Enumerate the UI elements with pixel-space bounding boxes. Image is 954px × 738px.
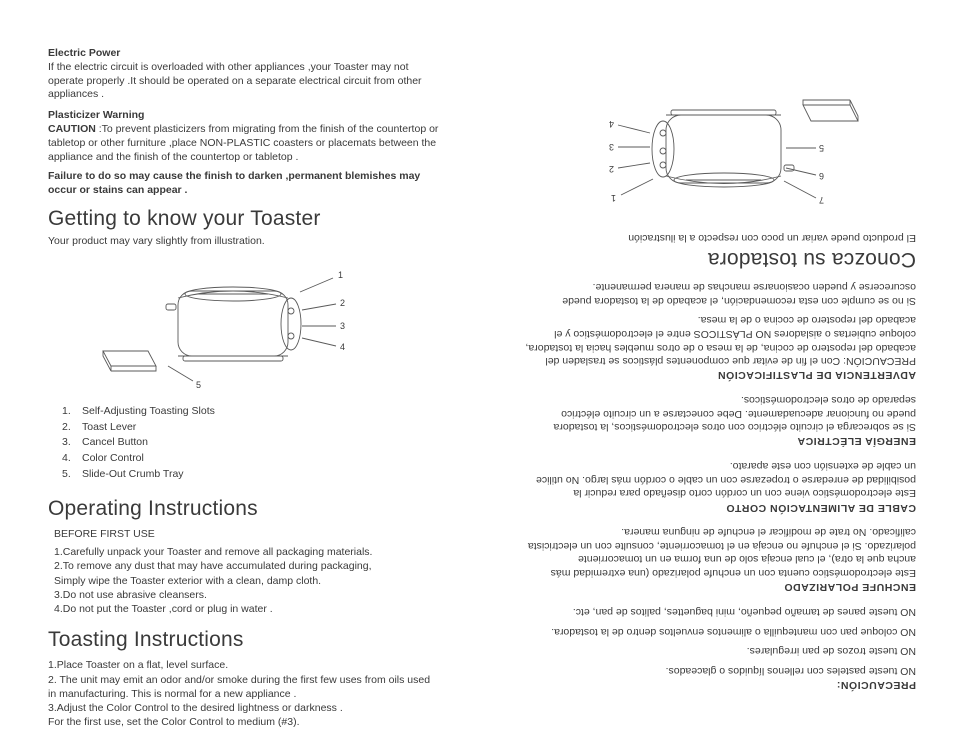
step: 3.Adjust the Color Control to the desire… bbox=[48, 701, 439, 715]
plasticizer-failure: Failure to do so may cause the finish to… bbox=[48, 170, 439, 197]
step: 1.Carefully unpack your Toaster and remo… bbox=[54, 545, 439, 559]
precaucion-line: NO coloque pan con mantequilla o aliment… bbox=[525, 624, 916, 638]
toaster-svg-right: 1 2 3 4 5 6 7 bbox=[596, 73, 916, 223]
diagram-label-4: 4 bbox=[340, 342, 345, 352]
cable-body: Este electrodoméstico viene con un cordó… bbox=[525, 458, 916, 499]
step: 2. The unit may emit an odor and/or smok… bbox=[48, 673, 439, 701]
diagram-label-2: 2 bbox=[609, 164, 614, 174]
energia-heading: ENERGÍA ELÉCTRICA bbox=[525, 434, 916, 448]
list-item: 4.Color Control bbox=[62, 451, 439, 467]
toasting-title: Toasting Instructions bbox=[48, 626, 439, 654]
getting-to-know-title: Getting to know your Toaster bbox=[48, 205, 439, 233]
step: 4.Do not put the Toaster ,cord or plug i… bbox=[54, 602, 439, 616]
enchufe-heading: ENCHUFE POLARIZADO bbox=[525, 580, 916, 594]
electric-power-body: If the electric circuit is overloaded wi… bbox=[48, 61, 439, 102]
diagram-label-1: 1 bbox=[338, 270, 343, 280]
toaster-svg-left: 1 2 3 4 5 bbox=[48, 256, 368, 396]
before-first-use: BEFORE FIRST USE bbox=[54, 527, 439, 541]
conozca-title: Conozca su tostadora bbox=[525, 245, 916, 273]
list-item: 5.Slide-Out Crumb Tray bbox=[62, 467, 439, 483]
advertencia-heading: ADVERTENCIA DE PLASTIFICACIÓN bbox=[525, 368, 916, 382]
parts-list: 1.Self-Adjusting Toasting Slots 2.Toast … bbox=[62, 404, 439, 483]
diagram-label-3: 3 bbox=[609, 142, 614, 152]
operating-steps: 1.Carefully unpack your Toaster and remo… bbox=[54, 545, 439, 616]
list-item: 1.Self-Adjusting Toasting Slots bbox=[62, 404, 439, 420]
diagram-label-4: 4 bbox=[609, 119, 614, 129]
step: 3.Do not use abrasive cleansers. bbox=[54, 588, 439, 602]
plasticizer-body: CAUTION :To prevent plasticizers from mi… bbox=[48, 123, 439, 164]
step: Simply wipe the Toaster exterior with a … bbox=[54, 574, 439, 588]
advertencia-fail: Si no se cumple con esta recomendación, … bbox=[525, 279, 916, 306]
operating-title: Operating Instructions bbox=[48, 495, 439, 523]
diagram-label-1: 1 bbox=[611, 193, 616, 203]
energia-body: Si se sobrecarga el circuito eléctrico c… bbox=[525, 392, 916, 433]
conozca-sub: El producto puede variar un poco con res… bbox=[525, 231, 916, 245]
precaucion-line: NO tueste trozos de pan irregulares. bbox=[525, 644, 916, 658]
plasticizer-text: :To prevent plasticizers from migrating … bbox=[48, 123, 438, 162]
diagram-label-2: 2 bbox=[340, 298, 345, 308]
diagram-label-6: 6 bbox=[819, 171, 824, 181]
enchufe-body: Este electrodoméstico cuenta con un ench… bbox=[525, 525, 916, 580]
advertencia-body: PRECAUCIÓN: Con el fin de evitar que com… bbox=[525, 313, 916, 368]
toaster-diagram-left: 1 2 3 4 5 bbox=[48, 256, 368, 396]
step: For the first use, set the Color Control… bbox=[48, 715, 439, 729]
diagram-label-3: 3 bbox=[340, 321, 345, 331]
electric-power-heading: Electric Power bbox=[48, 46, 439, 60]
precaucion-line: NO tueste panes de tamaño pequeño, mini … bbox=[525, 604, 916, 618]
toaster-diagram-right: 1 2 3 4 5 6 7 bbox=[596, 73, 916, 223]
right-column: PRECAUCIÓN: NO tueste pasteles con relle… bbox=[477, 0, 954, 738]
cable-heading: CABLE DE ALIMENTACIÓN CORTO bbox=[525, 500, 916, 514]
list-item: 2.Toast Lever bbox=[62, 420, 439, 436]
left-column: Electric Power If the electric circuit i… bbox=[0, 0, 477, 738]
page: Electric Power If the electric circuit i… bbox=[0, 0, 954, 738]
step: 1.Place Toaster on a flat, level surface… bbox=[48, 658, 439, 672]
caution-label: CAUTION bbox=[48, 123, 96, 135]
diagram-label-5: 5 bbox=[196, 380, 201, 390]
getting-to-know-sub: Your product may vary slightly from illu… bbox=[48, 234, 439, 248]
toasting-steps: 1.Place Toaster on a flat, level surface… bbox=[48, 658, 439, 729]
diagram-label-5: 5 bbox=[819, 143, 824, 153]
step: 2.To remove any dust that may have accum… bbox=[54, 559, 439, 573]
precaucion-heading: PRECAUCIÓN: bbox=[525, 678, 916, 692]
precaucion-line: NO tueste pasteles con rellenos líquidos… bbox=[525, 663, 916, 677]
list-item: 3.Cancel Button bbox=[62, 435, 439, 451]
diagram-label-7: 7 bbox=[819, 195, 824, 205]
plasticizer-heading: Plasticizer Warning bbox=[48, 108, 439, 122]
